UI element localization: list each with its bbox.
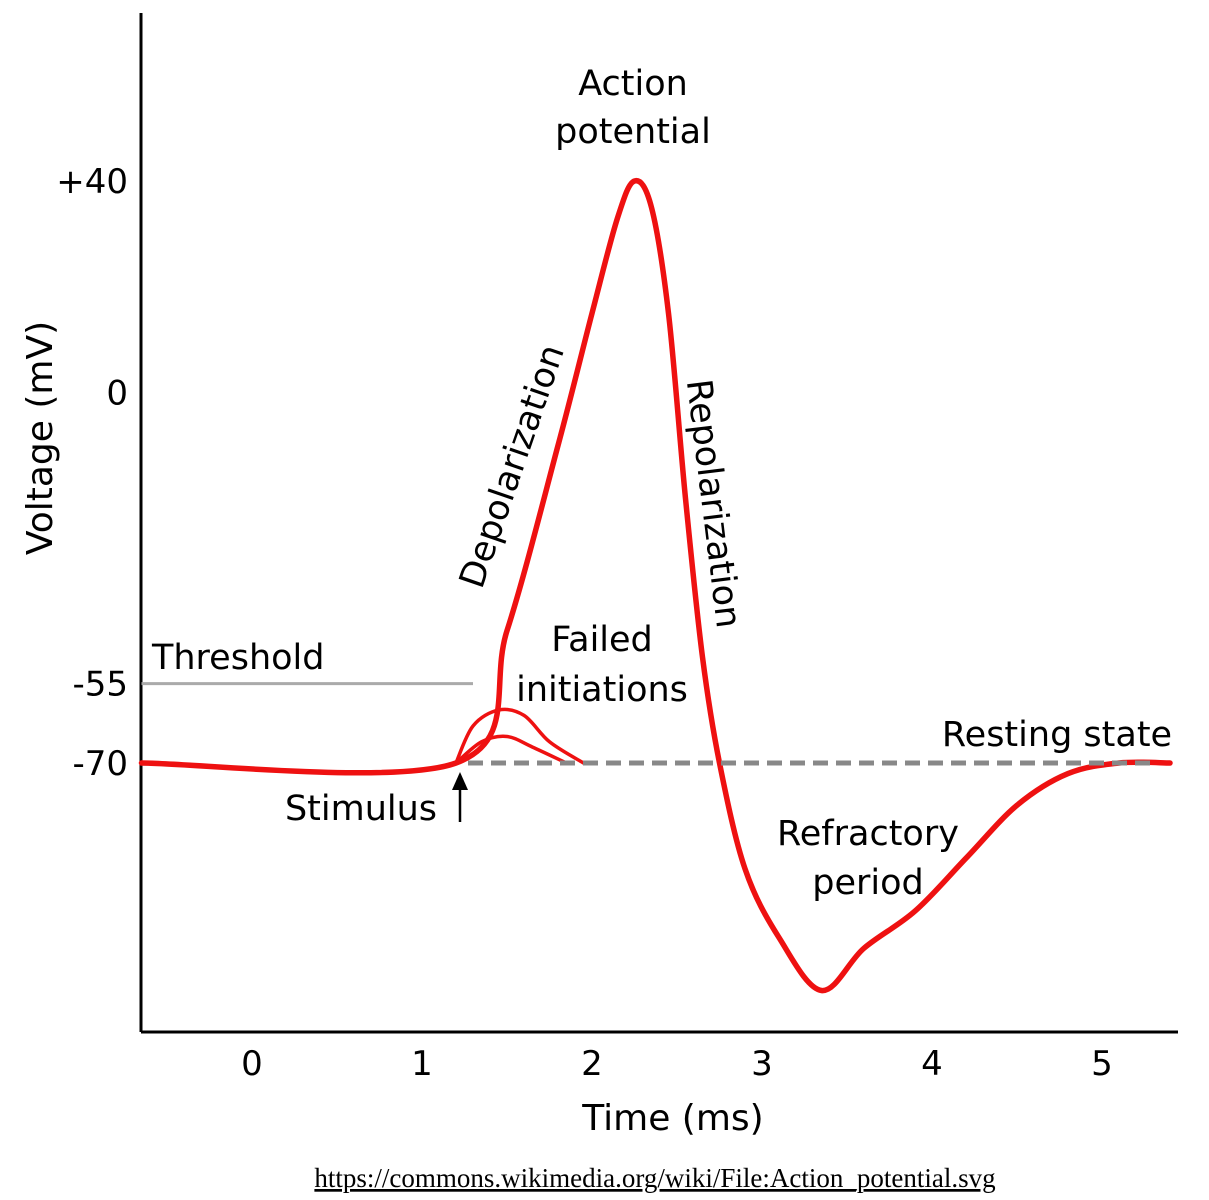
failed-initiations-label-line2: initiations xyxy=(516,670,688,710)
x-tick-label: 3 xyxy=(751,1044,773,1084)
y-axis-title: Voltage (mV) xyxy=(20,321,61,555)
action-potential-label-line1: Action xyxy=(578,64,688,104)
x-tick-label: 1 xyxy=(411,1044,433,1084)
stimulus-arrow xyxy=(452,772,468,822)
x-tick-label: 5 xyxy=(1091,1044,1113,1084)
action-potential-curve xyxy=(138,177,1173,994)
failed-initiation-curve-lower xyxy=(454,734,569,765)
resting-state-label: Resting state xyxy=(942,715,1172,755)
source-link[interactable]: https://commons.wikimedia.org/wiki/File:… xyxy=(314,1163,995,1193)
x-tick-label: 2 xyxy=(581,1044,603,1084)
y-tick-label: 0 xyxy=(106,374,128,414)
x-tick-label: 4 xyxy=(921,1044,943,1084)
x-tick-label: 0 xyxy=(241,1044,263,1084)
y-tick-label: -55 xyxy=(72,665,128,705)
x-axis-title: Time (ms) xyxy=(581,1098,763,1139)
action-potential-label-line2: potential xyxy=(555,112,711,152)
failed-initiation-curve-upper xyxy=(454,707,586,765)
y-tick-label: +40 xyxy=(56,162,128,202)
y-tick-label: -70 xyxy=(72,744,128,784)
stimulus-label: Stimulus xyxy=(285,789,437,829)
threshold-label: Threshold xyxy=(151,638,325,678)
refractory-period-label-line2: period xyxy=(812,863,924,903)
refractory-period-label-line1: Refractory xyxy=(777,814,959,854)
failed-initiations-label-line1: Failed xyxy=(551,620,653,660)
